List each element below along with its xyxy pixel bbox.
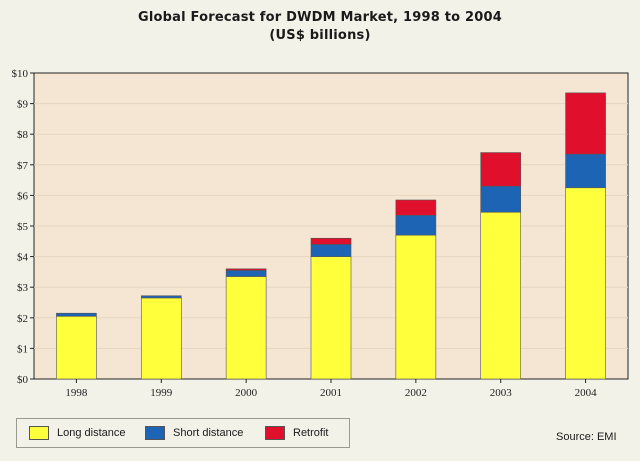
y-tick-label: $3 [17,282,29,294]
y-tick-label: $2 [17,313,28,325]
bar-retrofit [395,199,437,216]
legend-item-retrofit: Retrofit [265,426,328,440]
legend: Long distance Short distance Retrofit [16,418,350,448]
y-tick-label: $6 [17,190,29,202]
bar-retrofit [310,237,352,245]
y-tick-label: $0 [17,374,29,386]
bar-short-distance [565,153,606,189]
y-tick-label: $8 [17,129,29,141]
bar-long-distance [140,297,182,380]
x-tick-label: 1998 [65,387,88,399]
bar-short-distance [395,214,437,236]
x-tick-label: 2002 [405,387,427,399]
legend-label-retrofit: Retrofit [293,427,329,439]
bar-long-distance [395,234,437,380]
y-tick-label: $10 [12,68,29,80]
legend-item-long-distance: Long distance [29,426,126,440]
y-tick-label: $7 [17,160,29,172]
chart-subtitle: (US$ billions) [269,28,371,43]
y-tick-label: $9 [17,99,29,111]
x-tick-label: 2000 [235,387,258,399]
x-tick-label: 2001 [320,387,342,399]
bar-short-distance [225,270,267,277]
bar-short-distance [310,244,352,257]
legend-item-short-distance: Short distance [145,426,243,440]
bar-short-distance [56,312,97,317]
chart-title: Global Forecast for DWDM Market, 1998 to… [138,10,502,25]
y-tick-label: $4 [17,252,29,264]
bar-long-distance [225,276,267,380]
y-tick-label: $5 [17,221,29,233]
x-tick-label: 2004 [575,387,598,399]
bar-retrofit [225,268,267,271]
bar-retrofit [480,152,522,187]
bar-long-distance [480,211,522,380]
legend-swatch-short-distance [145,426,165,440]
legend-label-short-distance: Short distance [173,427,244,439]
legend-swatch-retrofit [265,426,285,440]
legend-label-long-distance: Long distance [57,427,126,439]
bar-long-distance [565,187,606,380]
bar-long-distance [310,256,352,380]
x-tick-label: 1999 [150,387,173,399]
x-tick-label: 2003 [490,387,513,399]
legend-swatch-long-distance [29,426,49,440]
y-tick-label: $1 [17,343,28,355]
bar-retrofit [565,92,606,155]
bar-long-distance [56,315,97,380]
bar-short-distance [480,185,522,213]
source-note: Source: EMI [556,431,617,443]
bar-short-distance [140,295,182,299]
